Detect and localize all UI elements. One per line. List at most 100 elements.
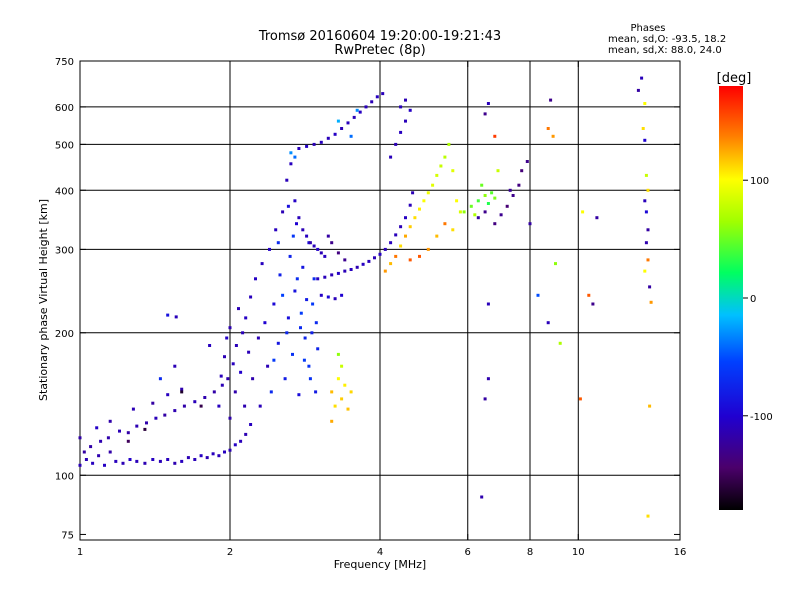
data-point bbox=[289, 151, 293, 155]
data-point bbox=[193, 400, 197, 404]
data-point bbox=[319, 251, 323, 255]
data-point bbox=[443, 155, 447, 159]
data-point bbox=[455, 199, 459, 203]
data-point bbox=[349, 268, 353, 271]
data-point bbox=[431, 183, 435, 187]
x-tick-label: 2 bbox=[227, 547, 233, 558]
data-point bbox=[211, 452, 215, 456]
data-point bbox=[260, 262, 264, 266]
data-point bbox=[299, 326, 302, 330]
data-point bbox=[389, 155, 393, 159]
data-point bbox=[643, 102, 647, 105]
data-point bbox=[473, 213, 477, 217]
data-point bbox=[307, 364, 311, 368]
data-point bbox=[536, 293, 540, 297]
data-point bbox=[644, 210, 648, 214]
data-point bbox=[241, 331, 245, 335]
data-point bbox=[319, 293, 323, 297]
data-point bbox=[493, 222, 497, 226]
data-point bbox=[336, 271, 340, 275]
x-tick-label: 10 bbox=[572, 547, 585, 558]
data-point bbox=[95, 426, 99, 430]
data-point bbox=[404, 98, 407, 102]
data-point bbox=[166, 393, 170, 397]
data-point bbox=[293, 289, 297, 293]
data-point bbox=[493, 196, 497, 200]
y-tick-label: 750 bbox=[55, 57, 74, 68]
data-point bbox=[199, 454, 203, 458]
data-point bbox=[383, 269, 387, 273]
data-point bbox=[326, 136, 330, 140]
data-point bbox=[641, 127, 645, 130]
data-point bbox=[525, 160, 529, 163]
data-point bbox=[281, 293, 285, 297]
data-point bbox=[247, 350, 251, 354]
stats-line-x: mean, sd,X: 88.0, 24.0 bbox=[608, 45, 722, 56]
data-point bbox=[303, 336, 307, 340]
data-point bbox=[219, 374, 223, 378]
data-point bbox=[199, 404, 203, 408]
data-point bbox=[163, 413, 167, 417]
data-point bbox=[285, 178, 289, 182]
data-point bbox=[114, 459, 118, 463]
data-point bbox=[293, 155, 297, 159]
data-point bbox=[643, 199, 647, 203]
data-point bbox=[451, 169, 455, 173]
grid-lines bbox=[80, 61, 680, 540]
data-point bbox=[151, 401, 155, 405]
data-point bbox=[486, 377, 490, 381]
data-point bbox=[212, 390, 216, 394]
data-point bbox=[408, 258, 412, 262]
data-point bbox=[305, 234, 309, 238]
data-point bbox=[166, 458, 170, 461]
chart-title: Tromsø 20160604 19:20:00-19:21:43 bbox=[258, 29, 501, 44]
data-point bbox=[182, 404, 186, 408]
data-point bbox=[418, 207, 421, 211]
data-point bbox=[528, 222, 532, 226]
data-point bbox=[361, 262, 365, 266]
data-point bbox=[228, 326, 232, 330]
data-point bbox=[254, 277, 257, 281]
data-point bbox=[158, 377, 162, 381]
data-point bbox=[435, 173, 439, 177]
data-point bbox=[311, 302, 315, 306]
x-tick-label: 6 bbox=[465, 547, 471, 558]
x-tick-label: 4 bbox=[377, 547, 383, 558]
data-point bbox=[349, 134, 353, 138]
data-point bbox=[333, 132, 337, 136]
data-point bbox=[340, 364, 344, 368]
data-point bbox=[217, 454, 221, 458]
data-point bbox=[314, 321, 318, 325]
data-point bbox=[346, 407, 350, 411]
data-point bbox=[480, 495, 484, 499]
data-point bbox=[233, 443, 237, 447]
data-point bbox=[97, 454, 101, 458]
data-point bbox=[367, 259, 371, 263]
data-point bbox=[399, 105, 403, 109]
data-point bbox=[505, 204, 509, 208]
data-point bbox=[370, 100, 374, 104]
data-point bbox=[312, 142, 316, 146]
data-point bbox=[78, 436, 82, 440]
data-point bbox=[511, 194, 515, 197]
y-tick-label: 100 bbox=[55, 471, 74, 482]
colorbar-ticks: 100 0 -100 bbox=[743, 176, 773, 423]
data-point bbox=[640, 76, 644, 80]
data-point bbox=[399, 130, 403, 134]
data-point bbox=[493, 134, 497, 138]
data-point bbox=[483, 397, 487, 401]
data-point bbox=[286, 204, 290, 208]
x-tick-label: 8 bbox=[527, 547, 533, 558]
data-point bbox=[301, 265, 305, 269]
data-point bbox=[587, 293, 591, 297]
data-point bbox=[234, 344, 238, 347]
data-point bbox=[108, 450, 112, 454]
data-point bbox=[404, 234, 407, 238]
data-point bbox=[180, 387, 184, 391]
data-point bbox=[89, 445, 93, 449]
stats-heading: Phases bbox=[630, 23, 665, 34]
data-point bbox=[319, 140, 323, 144]
data-point bbox=[312, 277, 316, 281]
data-point bbox=[375, 95, 379, 99]
colorbar-label: [deg] bbox=[717, 71, 752, 86]
